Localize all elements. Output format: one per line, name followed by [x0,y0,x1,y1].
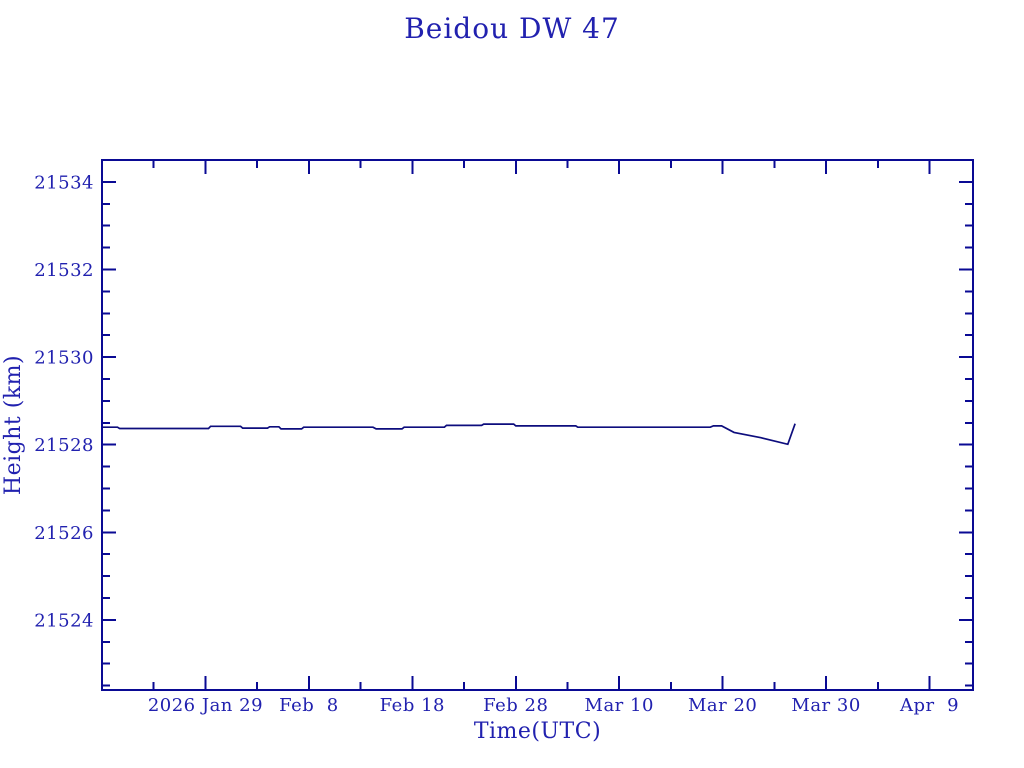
x-tick-label-2: Feb 18 [380,695,445,716]
x-tick-label-5: Mar 20 [688,695,757,716]
y-tick-label-4: 21532 [34,260,94,281]
y-tick-label-5: 21534 [34,172,94,193]
x-tick-label-1: Feb 8 [279,695,339,716]
y-tick-label-0: 21524 [34,610,94,631]
x-tick-label-4: Mar 10 [585,695,654,716]
x-tick-label-6: Mar 30 [791,695,860,716]
y-tick-label-1: 21526 [34,523,94,544]
x-tick-label-3: Feb 28 [483,695,548,716]
x-tick-label-0: 2026 Jan 29 [148,695,263,716]
x-tick-label-7: Apr 9 [899,695,959,716]
x-axis-title: Time(UTC) [473,719,602,744]
y-tick-label-3: 21530 [34,348,94,369]
plot-frame [101,159,974,691]
chart-title: Beidou DW 47 [404,12,620,45]
y-tick-label-2: 21528 [34,435,94,456]
height-series-line [103,423,796,446]
y-axis-title: Height (km) [1,354,26,496]
